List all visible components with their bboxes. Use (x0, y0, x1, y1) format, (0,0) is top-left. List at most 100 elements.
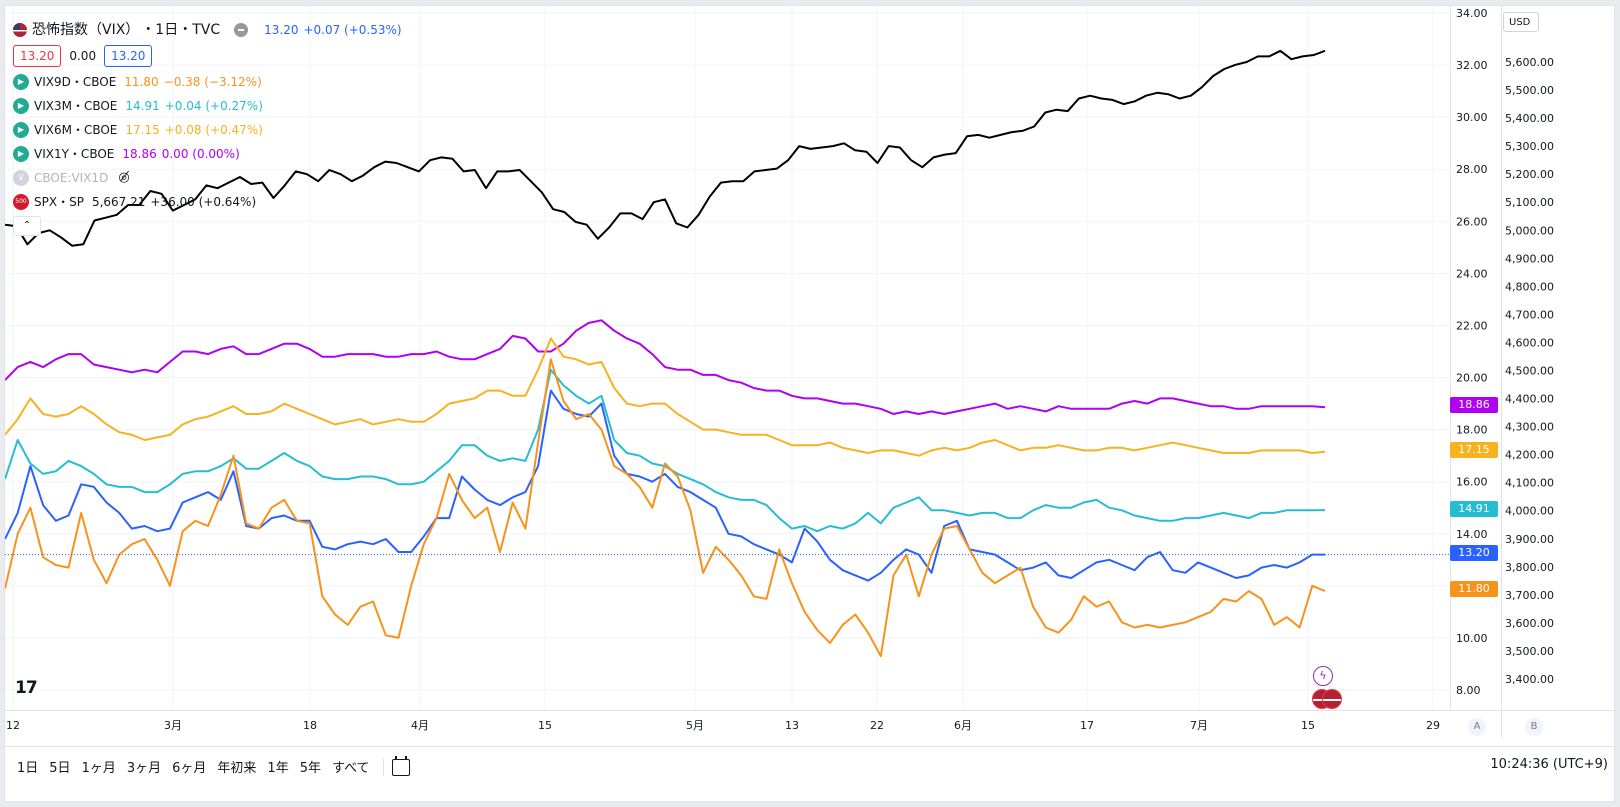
series-line (5, 389, 1325, 582)
series-line (5, 319, 1326, 415)
right-axis-tick: 5,400.00 (1505, 112, 1554, 125)
separator (382, 757, 384, 776)
collapse-icon[interactable] (234, 23, 249, 37)
legend-row-vix1d[interactable]: V CBOE:VIX1D ◎̸ (13, 166, 402, 190)
timeframe-all[interactable]: すべて (331, 761, 370, 776)
right-axis-tick: 4,500.00 (1505, 365, 1554, 378)
right-axis-tick: 3,600.00 (1505, 617, 1554, 630)
timeframe-1m[interactable]: 1ヶ月 (81, 761, 116, 776)
x-axis-label: 12 (6, 719, 20, 732)
left-axis-tick: 16.00 (1456, 476, 1488, 489)
currency-button[interactable]: USD (1503, 12, 1539, 32)
price-badge-vix: 13.20 (1450, 545, 1498, 561)
series-line (5, 337, 1326, 457)
right-axis-tick: 3,400.00 (1505, 673, 1554, 686)
right-axis-tick: 5,300.00 (1505, 140, 1554, 153)
legend-symbol: VIX6M・CBOE (34, 123, 118, 137)
symbol-title: 恐怖指数（VIX） (32, 22, 140, 38)
series-line (5, 49, 1326, 247)
legend-change: −0.38 (−3.12%) (163, 75, 262, 89)
legend-row-vix9d[interactable]: ▶ VIX9D・CBOE 11.80 −0.38 (−3.12%) (13, 70, 402, 94)
x-axis-label: 5月 (686, 719, 704, 732)
legend-symbol: VIX3M・CBOE (34, 99, 118, 113)
legend-value: 17.15 (125, 123, 160, 137)
x-axis-label: 13 (785, 719, 799, 732)
timeframe-5y[interactable]: 5年 (299, 761, 321, 776)
right-axis-tick: 4,600.00 (1505, 336, 1554, 349)
right-axis-tick: 3,800.00 (1505, 561, 1554, 574)
series-arrow-icon: ▶ (13, 146, 29, 162)
x-axis-label: 15 (1301, 719, 1315, 732)
right-axis-tick: 3,500.00 (1505, 645, 1554, 658)
bid-ask-row: 13.20 0.00 13.20 (13, 42, 402, 70)
us-flag-icon (13, 23, 27, 37)
clock[interactable]: 10:24:36 (UTC+9) (1490, 757, 1608, 772)
legend-change: +36.00 (+0.64%) (150, 195, 257, 209)
timeframe-3m[interactable]: 3ヶ月 (126, 761, 162, 776)
series-arrow-icon: ▶ (13, 98, 29, 114)
price-badge-vix3m: 14.91 (1450, 501, 1498, 517)
left-axis-border (1450, 6, 1451, 710)
price-badge-vix6m: 17.15 (1450, 442, 1498, 458)
tradingview-logo[interactable]: 17 (15, 678, 38, 698)
x-axis-label: 4月 (411, 719, 429, 732)
legend-row-vix6m[interactable]: ▶ VIX6M・CBOE 17.15 +0.08 (+0.47%) (13, 118, 402, 142)
lightning-event-icon[interactable]: ϟ (1313, 666, 1333, 686)
right-axis-tick: 4,000.00 (1505, 505, 1554, 518)
hidden-eye-icon[interactable]: ◎̸ (118, 170, 130, 185)
right-axis-tick: 4,800.00 (1505, 280, 1554, 293)
symbol-interval: ・1日・TVC (141, 22, 221, 38)
x-axis-label: 6月 (954, 719, 972, 732)
bid-box[interactable]: 13.20 (13, 45, 62, 67)
axis-auto-button[interactable]: A (1468, 718, 1486, 736)
timeframe-5d[interactable]: 5日 (49, 761, 71, 776)
right-axis-tick: 5,200.00 (1505, 168, 1554, 181)
series-line (5, 358, 1326, 658)
chart-window: 34.00 32.00 30.00 28.00 26.00 24.00 22.00 20.00… (4, 5, 1615, 802)
main-symbol-row[interactable]: 恐怖指数（VIX） ・1日・TVC 13.20 +0.07 (+0.53%) (13, 18, 402, 42)
ask-box[interactable]: 13.20 (104, 45, 153, 67)
timeframe-6m[interactable]: 6ヶ月 (172, 761, 207, 776)
timeframe-1d[interactable]: 1日 (17, 761, 39, 776)
bottom-toolbar: 1日 5日 1ヶ月 3ヶ月 6ヶ月 年初来 1年 5年 すべて 10:24:36… (5, 746, 1614, 801)
timeframe-ytd[interactable]: 年初来 (217, 761, 257, 776)
price-badge-vix1y: 18.86 (1450, 397, 1498, 413)
legend-row-spx[interactable]: 500 SPX・SP 5,667.21 +36.00 (+0.64%) (13, 190, 402, 214)
legend-value: 11.80 (124, 75, 159, 89)
x-axis-label: 7月 (1190, 719, 1208, 732)
legend-symbol: CBOE:VIX1D (34, 171, 109, 185)
right-axis-tick: 4,300.00 (1505, 421, 1554, 434)
axis-b-button[interactable]: B (1525, 718, 1543, 736)
left-axis-tick: 32.00 (1456, 59, 1488, 72)
time-axis-border (5, 710, 1614, 711)
left-axis-tick: 18.00 (1456, 424, 1488, 437)
right-axis-tick: 3,900.00 (1505, 533, 1554, 546)
left-axis-tick: 24.00 (1456, 267, 1488, 280)
goto-date-icon[interactable] (391, 756, 410, 776)
legend-row-vix1y[interactable]: ▶ VIX1Y・CBOE 18.86 0.00 (0.00%) (13, 142, 402, 166)
series-arrow-icon: ▶ (13, 74, 29, 90)
right-axis-tick: 5,600.00 (1505, 56, 1554, 69)
legend-symbol: VIX1Y・CBOE (34, 147, 115, 161)
left-axis-tick: 26.00 (1456, 215, 1488, 228)
economic-event-flags-icon[interactable] (1312, 689, 1342, 709)
right-axis-tick: 3,700.00 (1505, 589, 1554, 602)
right-axis-tick: 4,100.00 (1505, 477, 1554, 490)
legend-row-vix3m[interactable]: ▶ VIX3M・CBOE 14.91 +0.04 (+0.27%) (13, 94, 402, 118)
left-axis-tick: 10.00 (1456, 632, 1488, 645)
legend-collapse-button[interactable]: ⌃ (13, 216, 41, 236)
left-axis-tick: 8.00 (1456, 684, 1481, 697)
timeframe-1y[interactable]: 1年 (267, 761, 289, 776)
plot-area[interactable]: 34.00 32.00 30.00 28.00 26.00 24.00 22.00 20.00… (5, 6, 1614, 741)
x-axis-label: 15 (538, 719, 552, 732)
legend-change: 0.00 (0.00%) (161, 147, 240, 161)
right-axis-tick: 4,200.00 (1505, 449, 1554, 462)
left-axis-tick: 28.00 (1456, 163, 1488, 176)
right-axis-tick: 4,900.00 (1505, 252, 1554, 265)
legend-change: +0.08 (+0.47%) (164, 123, 263, 137)
right-axis-tick: 4,400.00 (1505, 393, 1554, 406)
chart-svg: 34.00 32.00 30.00 28.00 26.00 24.00 22.00 20.00… (5, 6, 1614, 738)
spx-badge-icon: 500 (13, 194, 29, 210)
series-arrow-icon: ▶ (13, 122, 29, 138)
right-axis-tick: 4,700.00 (1505, 308, 1554, 321)
